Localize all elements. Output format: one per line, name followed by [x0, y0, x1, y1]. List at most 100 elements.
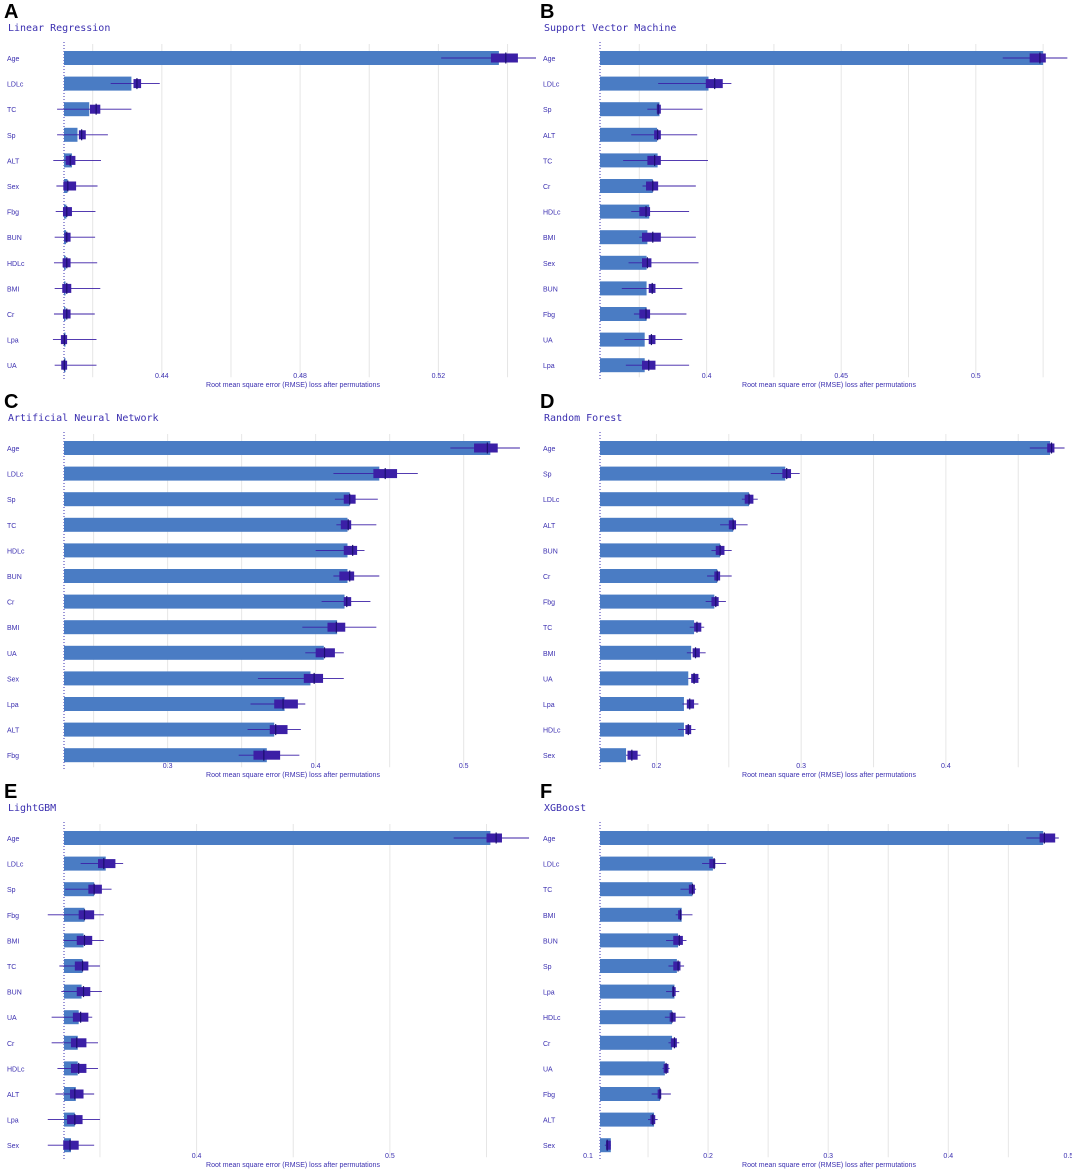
y-tick-label: UA [543, 338, 553, 345]
chart-panel-c: C Artificial Neural Network 0.3 0.4 0.5 Root … [0, 390, 536, 780]
box [69, 1089, 84, 1099]
y-tick-label: Cr [7, 312, 15, 319]
y-tick-label: UA [7, 363, 17, 370]
y-tick-label: Fbg [543, 600, 555, 607]
y-tick-label: Lpa [543, 702, 555, 709]
bar [600, 204, 650, 219]
y-tick-label: Age [7, 446, 20, 453]
y-tick-label: BMI [7, 286, 20, 293]
y-tick-label: Lpa [7, 338, 19, 345]
box [688, 884, 695, 894]
y-tick-label: ALT [543, 1118, 556, 1125]
bar [600, 543, 721, 558]
box [627, 750, 638, 760]
y-tick-label: BMI [543, 913, 556, 920]
bar [600, 307, 647, 321]
chart-panel-e: E LightGBM 0.4 0.5 Root mean square error (R… [0, 780, 536, 1170]
y-tick-label: BUN [543, 548, 558, 555]
x-tick-label: 0.4 [943, 1153, 953, 1160]
box [641, 258, 652, 268]
y-tick-label: Sp [543, 107, 552, 114]
x-tick-label: 0.4 [192, 1153, 202, 1160]
panel-letter: F [540, 781, 552, 803]
panel-title: Random Forest [544, 413, 622, 424]
bar [600, 441, 1051, 455]
bar [600, 466, 786, 481]
bar [64, 748, 267, 763]
y-tick-label: Sex [7, 184, 20, 191]
x-tick-label: 0.2 [703, 1153, 713, 1160]
bar [64, 594, 345, 609]
panel-title: LightGBM [8, 803, 56, 814]
bar [600, 645, 692, 660]
box [673, 961, 681, 971]
panel-letter: A [4, 1, 18, 23]
box [1039, 833, 1056, 843]
y-tick-label: BUN [7, 235, 22, 242]
box [728, 520, 737, 530]
bar [600, 127, 658, 142]
bar [600, 230, 648, 245]
y-tick-label: TC [543, 625, 552, 632]
bar [64, 76, 132, 91]
y-tick-label: LDLc [7, 862, 24, 869]
bar [600, 517, 734, 532]
bar [600, 907, 682, 922]
y-tick-label: UA [543, 1066, 553, 1073]
box [639, 309, 651, 319]
y-tick-label: Fbg [7, 210, 19, 217]
y-tick-label: Age [543, 836, 556, 843]
x-tick-label: 0.48 [293, 373, 307, 380]
bar [600, 492, 750, 507]
y-tick-label: BUN [543, 938, 558, 945]
y-tick-label: Cr [543, 574, 551, 581]
y-tick-label: Age [543, 56, 556, 63]
y-tick-label: TC [543, 158, 552, 165]
bar [600, 984, 675, 999]
panel-letter: B [540, 1, 554, 23]
y-tick-label: HDLc [543, 1015, 561, 1022]
y-tick-label: Cr [543, 184, 551, 191]
y-tick-label: Cr [7, 1041, 15, 1048]
y-tick-label: Fbg [543, 312, 555, 319]
y-tick-label: UA [7, 1015, 17, 1022]
box [670, 1038, 677, 1048]
y-tick-label: HDLc [7, 1066, 25, 1073]
y-tick-label: HDLc [7, 548, 25, 555]
y-tick-label: LDLc [543, 497, 560, 504]
box [269, 725, 288, 735]
y-tick-label: Cr [543, 1041, 551, 1048]
box [686, 699, 695, 709]
x-axis-title: Root mean square error (RMSE) loss after… [206, 382, 380, 389]
bar [64, 645, 324, 660]
bar [64, 492, 350, 507]
bar [600, 959, 677, 973]
y-tick-label: BUN [543, 286, 558, 293]
box [340, 520, 352, 530]
bar [600, 332, 645, 347]
bar [64, 697, 285, 711]
bar [600, 1010, 673, 1025]
x-axis-title: Root mean square error (RMSE) loss after… [742, 1162, 916, 1169]
box [656, 104, 661, 114]
bar [64, 831, 491, 845]
box [274, 699, 298, 709]
x-tick-label: 0.2 [652, 763, 662, 770]
box [646, 181, 659, 191]
x-tick-label: 0.5 [459, 763, 469, 770]
box [343, 597, 352, 607]
y-tick-label: UA [7, 651, 17, 658]
bar [600, 856, 713, 871]
y-tick-label: LDLc [543, 862, 560, 869]
y-tick-label: Lpa [543, 990, 555, 997]
x-axis-title: Root mean square error (RMSE) loss after… [742, 382, 916, 389]
x-tick-label: 0.3 [796, 763, 806, 770]
bar [600, 76, 709, 91]
box [253, 750, 281, 760]
bar [64, 51, 499, 65]
box [64, 232, 71, 242]
y-tick-label: Sex [7, 676, 20, 683]
box [78, 130, 86, 140]
